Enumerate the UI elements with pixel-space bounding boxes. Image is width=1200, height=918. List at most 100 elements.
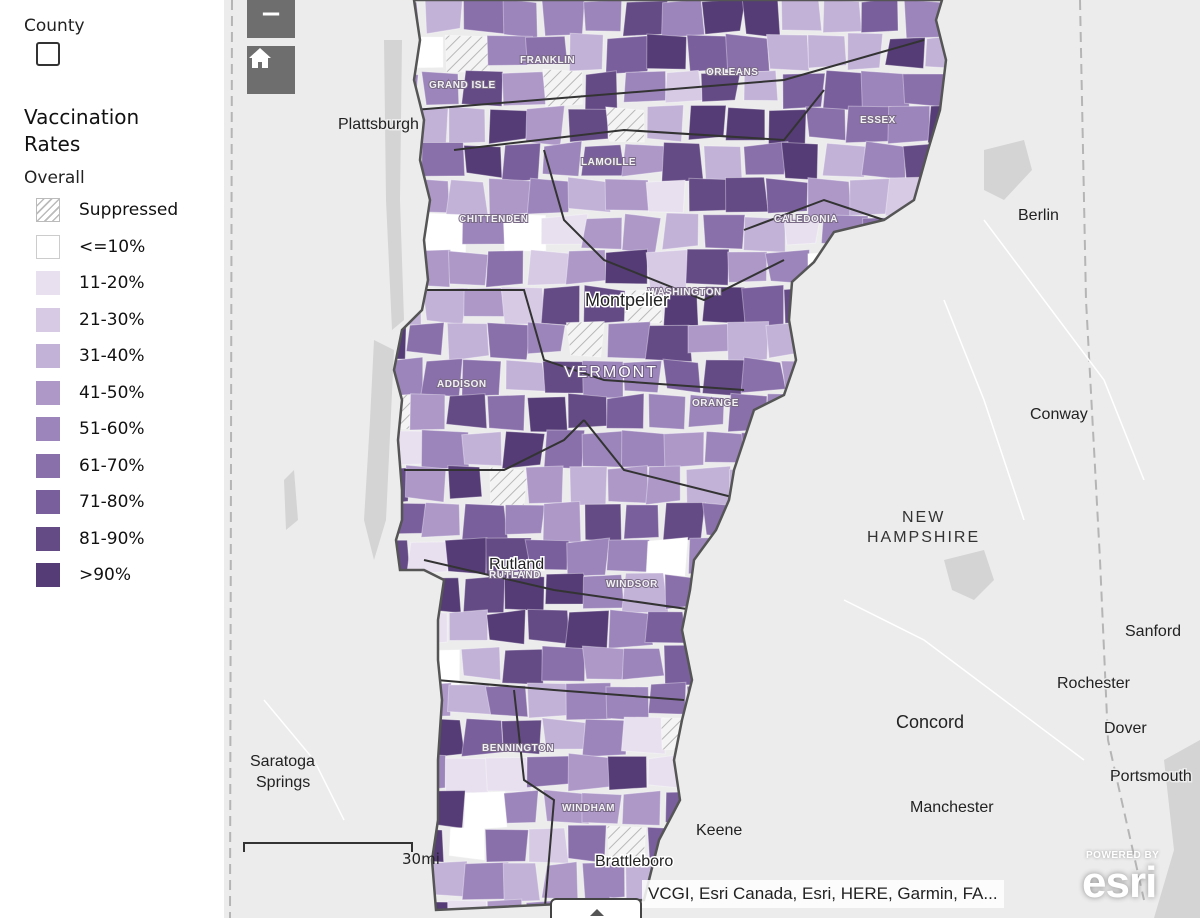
- home-button[interactable]: [247, 46, 295, 94]
- town-polygon[interactable]: [424, 0, 463, 35]
- town-polygon[interactable]: [621, 790, 662, 826]
- zoom-out-button[interactable]: −: [247, 0, 295, 38]
- town-polygon[interactable]: [805, 680, 854, 720]
- town-polygon[interactable]: [845, 609, 885, 649]
- town-polygon[interactable]: [367, 681, 403, 716]
- town-polygon[interactable]: [568, 32, 604, 72]
- map-view[interactable]: GRAND ISLE FRANKLIN ORLEANS ESSEX LAMOILLE CH…: [224, 0, 1200, 918]
- town-polygon[interactable]: [662, 358, 702, 394]
- town-polygon[interactable]: [928, 610, 965, 648]
- town-polygon[interactable]: [620, 716, 666, 755]
- town-polygon[interactable]: [700, 646, 747, 685]
- town-polygon[interactable]: [621, 648, 665, 681]
- town-polygon[interactable]: [407, 36, 444, 69]
- town-polygon[interactable]: [526, 396, 569, 433]
- town-polygon[interactable]: [422, 287, 469, 326]
- town-polygon[interactable]: [525, 465, 564, 505]
- town-polygon[interactable]: [901, 359, 945, 392]
- town-polygon[interactable]: [724, 609, 773, 648]
- town-polygon[interactable]: [448, 826, 486, 861]
- town-polygon[interactable]: [884, 322, 932, 359]
- town-polygon[interactable]: [607, 755, 648, 791]
- town-polygon[interactable]: [463, 791, 508, 831]
- town-polygon[interactable]: [741, 0, 781, 39]
- town-polygon[interactable]: [686, 608, 728, 653]
- town-polygon[interactable]: [846, 396, 892, 432]
- town-polygon[interactable]: [445, 393, 488, 429]
- town-polygon[interactable]: [725, 540, 770, 570]
- town-polygon[interactable]: [765, 33, 810, 72]
- town-polygon[interactable]: [701, 789, 749, 825]
- town-polygon[interactable]: [489, 466, 529, 509]
- town-polygon[interactable]: [368, 608, 414, 642]
- town-polygon[interactable]: [486, 322, 532, 361]
- town-polygon[interactable]: [926, 464, 973, 501]
- town-polygon[interactable]: [824, 644, 869, 681]
- town-polygon[interactable]: [406, 682, 452, 718]
- town-polygon[interactable]: [743, 717, 787, 751]
- town-polygon[interactable]: [605, 34, 653, 75]
- town-polygon[interactable]: [784, 718, 826, 753]
- town-polygon[interactable]: [569, 466, 608, 506]
- town-polygon[interactable]: [781, 575, 830, 615]
- town-polygon[interactable]: [407, 249, 452, 288]
- town-polygon[interactable]: [664, 573, 700, 610]
- town-polygon[interactable]: [565, 320, 605, 358]
- town-polygon[interactable]: [382, 791, 426, 825]
- town-polygon[interactable]: [501, 648, 544, 686]
- town-polygon[interactable]: [661, 141, 704, 183]
- town-polygon[interactable]: [807, 320, 846, 355]
- town-polygon[interactable]: [461, 861, 510, 901]
- town-polygon[interactable]: [927, 104, 964, 144]
- town-polygon[interactable]: [500, 286, 547, 325]
- town-polygon[interactable]: [660, 717, 709, 751]
- town-polygon[interactable]: [484, 685, 529, 718]
- town-polygon[interactable]: [926, 752, 964, 789]
- town-polygon[interactable]: [886, 395, 923, 435]
- town-polygon[interactable]: [463, 287, 506, 318]
- town-polygon[interactable]: [903, 213, 946, 251]
- town-polygon[interactable]: [461, 358, 502, 398]
- town-polygon[interactable]: [444, 34, 490, 73]
- town-polygon[interactable]: [460, 646, 502, 681]
- town-polygon[interactable]: [785, 792, 822, 829]
- town-polygon[interactable]: [887, 251, 932, 292]
- town-polygon[interactable]: [745, 645, 779, 680]
- town-polygon[interactable]: [606, 539, 651, 573]
- town-polygon[interactable]: [566, 537, 611, 578]
- town-polygon[interactable]: [664, 791, 706, 826]
- town-polygon[interactable]: [704, 717, 745, 754]
- town-polygon[interactable]: [863, 358, 902, 394]
- town-polygon[interactable]: [861, 576, 906, 610]
- town-polygon[interactable]: [942, 647, 987, 686]
- town-polygon[interactable]: [886, 468, 924, 502]
- town-polygon[interactable]: [541, 645, 586, 682]
- town-polygon[interactable]: [904, 287, 948, 323]
- town-polygon[interactable]: [606, 825, 647, 864]
- town-polygon[interactable]: [703, 145, 743, 183]
- town-polygon[interactable]: [688, 755, 729, 795]
- town-polygon[interactable]: [604, 178, 654, 212]
- town-polygon[interactable]: [765, 753, 812, 795]
- town-polygon[interactable]: [583, 0, 623, 32]
- town-polygon[interactable]: [805, 106, 847, 141]
- town-polygon[interactable]: [567, 108, 609, 143]
- town-polygon[interactable]: [622, 0, 669, 37]
- town-polygon[interactable]: [806, 468, 850, 503]
- town-polygon[interactable]: [940, 214, 986, 250]
- town-polygon[interactable]: [524, 539, 570, 571]
- town-polygon[interactable]: [367, 897, 403, 918]
- town-polygon[interactable]: [445, 757, 491, 795]
- town-polygon[interactable]: [446, 322, 490, 362]
- town-polygon[interactable]: [765, 683, 806, 719]
- town-polygon[interactable]: [502, 213, 547, 252]
- town-polygon[interactable]: [646, 104, 685, 143]
- town-polygon[interactable]: [780, 0, 823, 32]
- town-polygon[interactable]: [807, 34, 847, 69]
- town-polygon[interactable]: [504, 504, 546, 535]
- town-polygon[interactable]: [727, 251, 768, 283]
- town-polygon[interactable]: [725, 106, 766, 141]
- town-polygon[interactable]: [822, 0, 863, 34]
- town-polygon[interactable]: [743, 69, 779, 102]
- town-polygon[interactable]: [809, 612, 849, 652]
